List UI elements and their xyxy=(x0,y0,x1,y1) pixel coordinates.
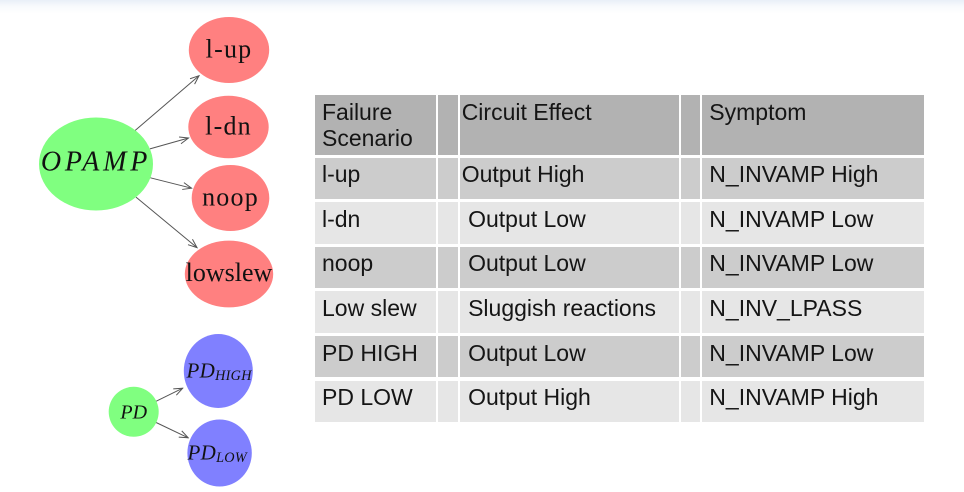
svg-text:OPAMP: OPAMP xyxy=(41,147,151,178)
svg-text:l-up: l-up xyxy=(206,35,253,64)
svg-text:l-dn: l-dn xyxy=(205,112,252,141)
svg-text:lowslew: lowslew xyxy=(186,258,273,287)
svg-text:noop: noop xyxy=(202,183,259,212)
svg-text:PD: PD xyxy=(119,402,147,424)
